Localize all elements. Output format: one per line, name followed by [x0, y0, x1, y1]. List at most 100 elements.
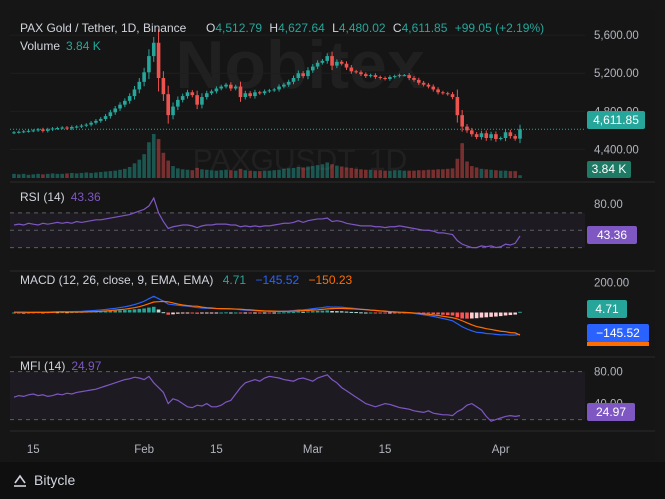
rsi-pane[interactable]	[10, 188, 585, 267]
volume-bar	[41, 174, 45, 178]
macd-histogram-bar	[498, 312, 503, 317]
candle-body	[103, 116, 108, 119]
macd-histogram-bar	[21, 312, 26, 314]
candle-body	[224, 84, 228, 87]
volume-bar	[123, 168, 127, 178]
candle-body	[118, 104, 122, 109]
mfi-pane[interactable]	[10, 362, 585, 429]
macd-histogram-bar	[233, 312, 238, 314]
volume-bar	[209, 170, 214, 178]
candle-body	[204, 93, 209, 98]
macd-histogram-bar	[103, 311, 108, 313]
macd-histogram-bar	[161, 312, 166, 314]
candle-body	[21, 131, 26, 133]
volume-bar	[445, 168, 450, 178]
macd-histogram-bar	[253, 312, 257, 314]
volume-bar	[190, 170, 195, 178]
time-axis-label: Feb	[134, 444, 154, 456]
macd-histogram-bar	[335, 311, 339, 313]
macd-histogram-bar	[508, 312, 513, 316]
price-pane[interactable]	[10, 10, 585, 178]
volume-bar	[204, 169, 209, 178]
macd-histogram-bar	[431, 312, 436, 314]
rsi-value-label: 43.36	[597, 228, 627, 242]
macd-histogram-bar	[310, 311, 315, 313]
volume-bar	[84, 172, 89, 178]
volume-bar	[301, 167, 305, 178]
volume-bar	[219, 170, 224, 178]
volume-bar	[470, 166, 474, 178]
volume-bar	[518, 175, 522, 178]
macd-histogram-bar	[315, 310, 320, 313]
candle-body	[402, 75, 407, 77]
volume-bar	[185, 169, 190, 178]
macd-histogram-bar	[441, 312, 445, 315]
macd-histogram-bar	[209, 312, 214, 314]
macd-histogram-bar	[460, 312, 464, 319]
candle-body	[363, 74, 368, 77]
volume-bar	[55, 173, 60, 178]
volume-bar	[291, 167, 296, 178]
volume-bar	[335, 165, 339, 178]
volume-bar	[315, 165, 320, 178]
candle-body	[209, 91, 214, 94]
macd-pane[interactable]	[10, 276, 585, 353]
candle-body	[335, 61, 339, 66]
macd-histogram-bar	[282, 312, 286, 314]
candle-body	[195, 95, 199, 105]
candle-body	[60, 127, 64, 129]
volume-bar	[368, 169, 373, 178]
macd-histogram-bar	[113, 310, 117, 313]
last-volume-tag	[587, 161, 631, 178]
volume-bar	[286, 168, 291, 178]
candle-body	[65, 127, 69, 129]
candle-body	[455, 97, 460, 116]
macd-histogram-bar	[118, 310, 122, 313]
volume-bar	[103, 171, 108, 178]
volume-bar	[407, 170, 411, 178]
volume-bar	[344, 167, 349, 178]
mfi-axis-label: 80.00	[594, 367, 623, 379]
candle-body	[262, 91, 267, 94]
macd-histogram-bar	[470, 312, 474, 319]
macd-histogram-bar	[489, 312, 493, 317]
candle-body	[74, 126, 79, 128]
candle-body	[431, 86, 436, 90]
macd-histogram-bar	[339, 311, 344, 313]
macd-histogram-bar	[224, 312, 228, 314]
volume-bar	[147, 142, 151, 178]
mfi-value-tag	[587, 403, 635, 421]
candle-body	[156, 42, 161, 78]
macd-histogram-bar	[55, 312, 60, 314]
candle-body	[407, 75, 411, 78]
candle-body	[301, 73, 305, 77]
candle-body	[257, 92, 262, 94]
candle-body	[190, 92, 195, 96]
volume-bar	[137, 159, 142, 178]
time-axis-label: Mar	[303, 444, 323, 456]
candle-body	[397, 75, 402, 77]
candle-body	[518, 129, 522, 139]
brand-name[interactable]: Bitycle	[34, 472, 76, 488]
rsi-value-tag	[587, 226, 637, 244]
macd-histogram-bar	[123, 310, 127, 313]
volume-bar	[431, 169, 436, 178]
macd-histogram-bar	[484, 312, 489, 318]
macd-histogram-bar	[436, 312, 440, 315]
macd-histogram-bar	[171, 312, 175, 315]
macd-histogram-bar	[388, 312, 392, 314]
candle-body	[219, 86, 224, 89]
volume-bar	[94, 172, 98, 178]
macd-histogram-bar	[306, 311, 310, 313]
candle-body	[142, 72, 146, 82]
rsi-line	[13, 196, 521, 249]
candle-body	[12, 132, 16, 134]
candle-body	[412, 78, 416, 80]
candle-body	[445, 93, 450, 95]
volume-bar	[455, 158, 460, 178]
volume-bar	[21, 173, 26, 178]
macd-histogram-bar	[142, 308, 146, 313]
macd-histogram-bar	[503, 312, 508, 316]
volume-bar	[60, 173, 64, 178]
volume-bar	[402, 170, 407, 178]
